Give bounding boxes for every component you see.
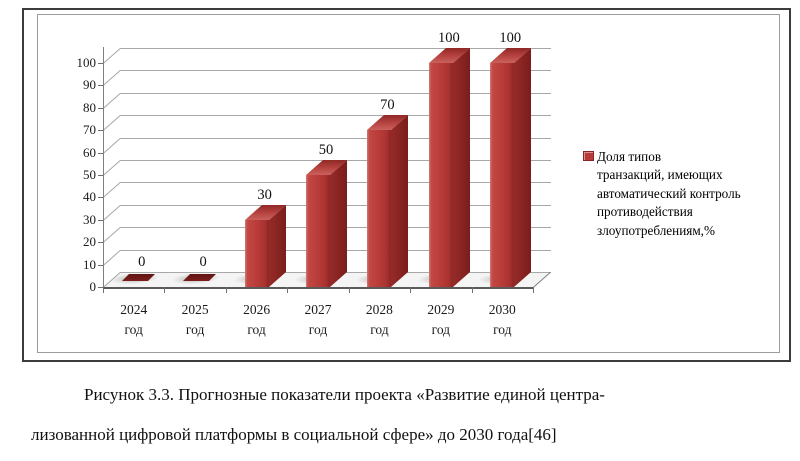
legend-line: автоматический контроль [597,185,741,201]
caption-line: Рисунок 3.3. Прогнозные показатели проек… [84,385,605,404]
caption-line: лизованной цифровой платформы в социальн… [31,425,557,444]
legend-line: злоупотреблениям,% [597,222,715,238]
legend-series-label: Доля типов транзакций, имеющих автоматичес… [597,148,773,240]
figure-caption: Рисунок 3.3. Прогнозные показатели проек… [31,375,776,455]
legend-line: транзакций, имеющих [597,167,723,183]
legend-line: Доля типов [597,149,662,164]
legend-line: противодействия [597,204,693,220]
legend-series-marker-icon [583,151,594,161]
